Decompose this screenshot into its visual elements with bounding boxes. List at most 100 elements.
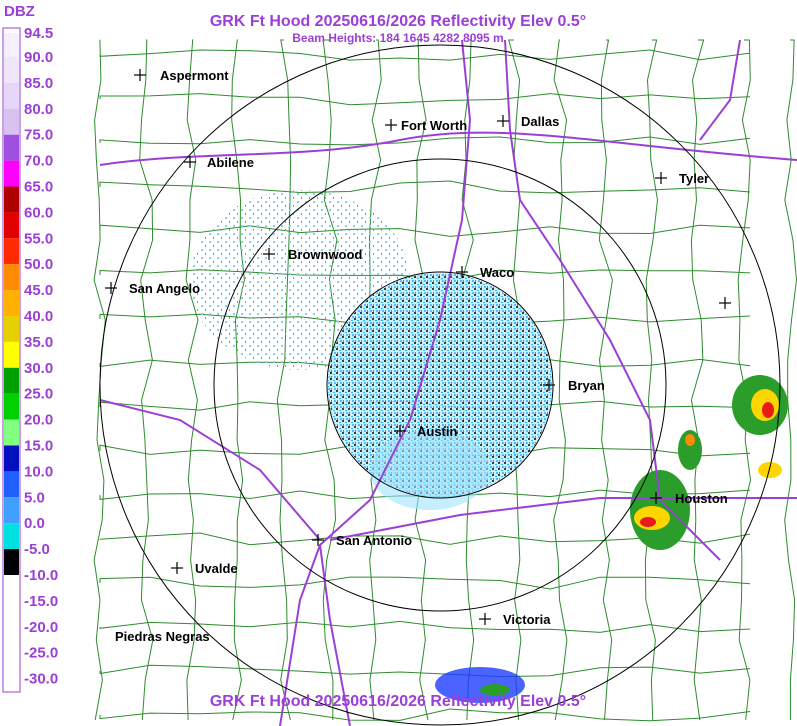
color-swatch <box>4 290 19 316</box>
legend-label: 10.0 <box>24 463 53 480</box>
cities: Aspermont Abilene Fort Worth Dallas Tyler Bro… <box>105 68 728 644</box>
city-label: Brownwood <box>288 247 362 262</box>
county-line <box>99 708 751 722</box>
county-line <box>784 39 797 720</box>
legend-label: -5.0 <box>24 541 50 558</box>
city-label: Dallas <box>521 114 559 129</box>
highways <box>99 39 797 726</box>
city-label: Bryan <box>568 378 605 393</box>
city-label: Piedras Negras <box>115 629 210 644</box>
color-swatch <box>4 341 19 368</box>
legend-label: 85.0 <box>24 75 53 92</box>
color-swatch <box>4 134 19 161</box>
color-swatch <box>4 108 19 135</box>
near-echo <box>370 430 490 510</box>
county-line <box>644 39 659 721</box>
color-swatch <box>4 212 19 239</box>
color-swatch <box>4 471 19 498</box>
city-label: Victoria <box>503 612 551 627</box>
city-label: Fort Worth <box>401 118 467 133</box>
city-label: Austin <box>417 424 458 439</box>
county-line <box>139 39 154 721</box>
legend-label: 80.0 <box>24 101 53 118</box>
color-swatch <box>4 57 19 83</box>
color-swatch <box>4 316 19 342</box>
county-line <box>737 39 752 721</box>
unnamed-marker <box>719 297 731 309</box>
legend-label: 40.0 <box>24 308 53 325</box>
city-label: San Angelo <box>129 281 200 296</box>
legend-label: 15.0 <box>24 438 53 455</box>
legend-label: 30.0 <box>24 360 53 377</box>
legend-label: 20.0 <box>24 412 53 429</box>
color-swatch <box>4 186 19 213</box>
legend-label: 25.0 <box>24 386 53 403</box>
legend-label: -25.0 <box>24 645 58 662</box>
legend-label: 0.0 <box>24 515 45 532</box>
color-swatch <box>4 652 19 679</box>
legend-label: 35.0 <box>24 334 53 351</box>
legend-label: 94.5 <box>24 25 53 42</box>
color-swatch <box>4 445 19 472</box>
county-line <box>99 224 751 237</box>
city-label: Tyler <box>679 171 709 186</box>
county-line <box>99 180 751 194</box>
color-swatch <box>4 82 19 109</box>
county-line <box>553 39 568 721</box>
color-swatch <box>4 33 19 57</box>
county-line <box>99 576 751 590</box>
county-line <box>598 39 613 721</box>
color-swatch <box>4 367 19 394</box>
city-label: San Antonio <box>336 533 412 548</box>
legend-label: 65.0 <box>24 179 53 196</box>
legend-label: 75.0 <box>24 127 53 144</box>
county-line <box>231 39 245 721</box>
legend-label: 55.0 <box>24 230 53 247</box>
color-swatch <box>4 393 19 420</box>
color-swatch <box>4 523 19 550</box>
city-label: Abilene <box>207 155 254 170</box>
legend-label: 90.0 <box>24 49 53 66</box>
county-line <box>99 532 751 546</box>
color-swatch <box>4 160 19 187</box>
county-line <box>690 39 705 721</box>
subtitle: Beam Heights: 184 1645 4282 8095 m <box>292 31 503 45</box>
footer-title: GRK Ft Hood 20250616/2026 Reflectivity E… <box>210 693 586 710</box>
county-line <box>185 39 199 721</box>
color-swatch <box>4 419 19 446</box>
legend-label: 50.0 <box>24 256 53 273</box>
county-line <box>99 620 751 633</box>
legend-label: -30.0 <box>24 671 58 688</box>
storm-cells <box>435 375 788 703</box>
color-scale: 94.5 90.0 85.0 80.0 75.0 70.0 65.0 60.0 55.0 50.0… <box>2 25 58 693</box>
legend-unit: DBZ <box>4 3 35 20</box>
title: GRK Ft Hood 20250616/2026 Reflectivity E… <box>210 13 586 30</box>
legend-label: -10.0 <box>24 567 58 584</box>
color-swatch <box>4 549 19 575</box>
county-line <box>99 93 751 106</box>
color-swatch <box>4 497 19 524</box>
city-label: Aspermont <box>160 68 229 83</box>
legend-label: -15.0 <box>24 593 58 610</box>
county-line <box>99 136 751 146</box>
range-ring <box>213 158 667 612</box>
near-echo <box>328 273 552 497</box>
city-label: Uvalde <box>195 561 238 576</box>
legend-label: 70.0 <box>24 153 53 170</box>
county-line <box>99 664 751 678</box>
color-swatch <box>4 238 19 265</box>
color-swatch <box>4 575 19 601</box>
color-swatch <box>4 264 19 291</box>
city-label: Waco <box>480 265 514 280</box>
color-swatch <box>4 600 19 627</box>
range-ring <box>99 44 781 726</box>
county-line <box>99 49 751 61</box>
legend-label: -20.0 <box>24 619 58 636</box>
legend-label: 45.0 <box>24 282 53 299</box>
legend-label: 5.0 <box>24 489 45 506</box>
city-label: Houston <box>675 491 728 506</box>
legend-label: 60.0 <box>24 204 53 221</box>
color-swatch <box>4 626 19 653</box>
